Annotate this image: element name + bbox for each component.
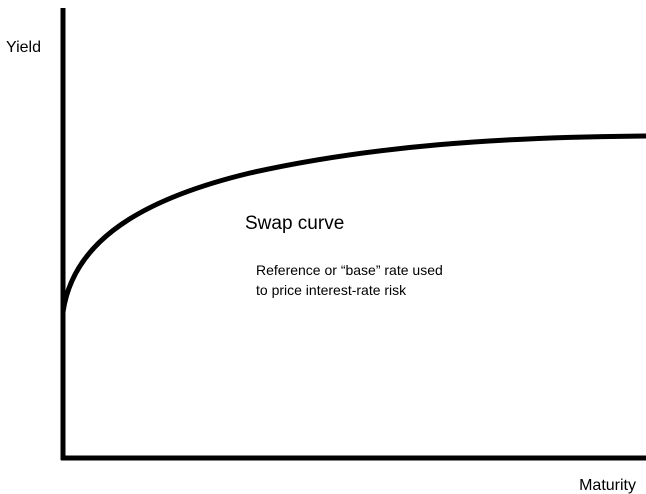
swap-curve [60,133,646,313]
y-axis-label: Yield [6,39,41,56]
x-axis-label: Maturity [579,477,636,494]
annotation-line: Reference or “base” rate used [256,262,443,278]
annotation-line: to price interest-rate risk [256,282,407,298]
curve-label: Swap curve [245,213,344,234]
